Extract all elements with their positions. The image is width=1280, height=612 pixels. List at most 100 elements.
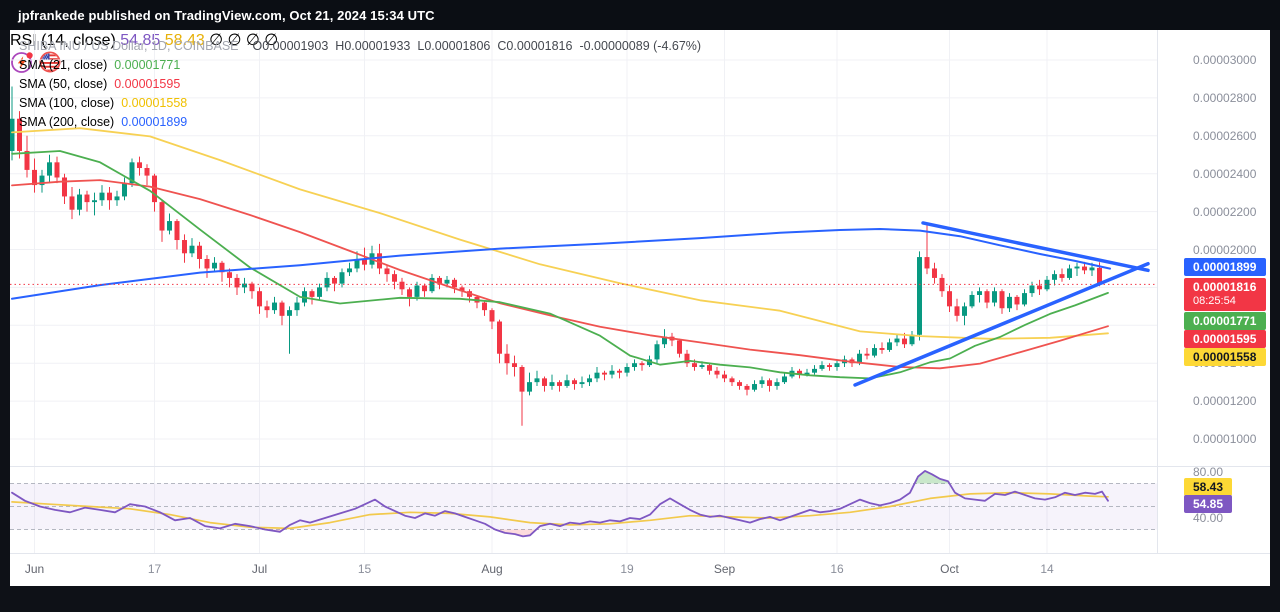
time-axis-label: 17 (147, 562, 162, 576)
candle-body (947, 291, 952, 307)
triangle-upper-trendline (921, 221, 1150, 273)
sma200-price-badge: 0.00001899 (1184, 258, 1266, 276)
candle-body (137, 162, 142, 169)
time-axis[interactable]: Jun 17 Jul 15 Aug 19 Sep 16 Oct 14 (10, 553, 1270, 586)
rsi-ma-badge: 58.43 (1184, 478, 1232, 496)
candle-body (294, 302, 300, 311)
us-flag-icon[interactable] (38, 51, 62, 78)
candle-body (572, 380, 577, 385)
candle-body (752, 384, 757, 390)
ohlc-change: -0.00000089 (-4.67%) (579, 39, 702, 53)
candle-body (279, 302, 285, 316)
candle-body (10, 118, 15, 151)
candle-body (384, 268, 390, 275)
pane-separator[interactable] (10, 466, 1270, 467)
indicator-row-sma21[interactable]: SMA (21, close) 0.00001771 (19, 58, 181, 72)
rsi-ma-line (11, 491, 1109, 530)
time-axis-label: Oct (940, 562, 959, 576)
candle-body (272, 302, 277, 311)
candle-body (992, 291, 997, 303)
candle-body (489, 310, 495, 322)
candle-body (399, 281, 405, 290)
candle-body (377, 253, 382, 269)
candle-body (759, 380, 765, 385)
candle-body (1007, 296, 1012, 309)
candle-body (257, 291, 262, 307)
sma21-price-badge: 0.00001771 (1184, 312, 1266, 330)
candle-body (834, 363, 840, 367)
chart-frame[interactable]: SHIBA INU / US Dollar, 1D, COINBASE O0.0… (10, 30, 1270, 586)
price-axis-label: 0.00001200 (1193, 394, 1257, 409)
candle-body (1089, 267, 1095, 271)
symbol-row[interactable]: SHIBA INU / US Dollar, 1D, COINBASE O0.0… (19, 37, 701, 56)
rsi-axis-label: 80.00 (1193, 465, 1224, 479)
candle-body (92, 200, 97, 203)
candle-body (1044, 279, 1050, 290)
price-axis-label: 0.00002400 (1193, 166, 1257, 181)
ohlc-high: H0.00001933 (335, 39, 411, 53)
candle-body (542, 378, 547, 386)
candle-body (482, 302, 487, 311)
candle-body (969, 294, 975, 307)
indicator-row-rsi[interactable]: RSI (14, close) 54.85 58.43 ∅ ∅ ∅ ∅ (10, 32, 279, 49)
candle-body (692, 363, 697, 367)
sma100-price-badge: 0.00001558 (1184, 348, 1266, 366)
candle-body (189, 245, 195, 254)
candle-body (654, 344, 660, 360)
candle-body (197, 245, 202, 259)
candle-body (609, 370, 615, 375)
candle-body (819, 365, 825, 369)
candle-body (617, 370, 622, 373)
candle-body (1029, 285, 1035, 294)
sma200-line (11, 228, 1111, 300)
candle-body (534, 378, 540, 383)
candle-body (437, 277, 442, 284)
candle-body (594, 372, 600, 379)
candle-body (564, 380, 570, 386)
candle-body (84, 194, 90, 203)
candle-body (17, 118, 22, 151)
idea-lightning-icon[interactable] (10, 52, 38, 78)
candle-body (737, 382, 742, 386)
candle-body (587, 378, 592, 383)
publish-header-text: jpfrankede published on TradingView.com,… (18, 7, 435, 23)
candle-body (39, 175, 45, 186)
candle-body (872, 348, 877, 356)
indicator-row-sma100[interactable]: SMA (100, close) 0.00001558 (19, 96, 188, 110)
candle-body (804, 372, 810, 375)
indicator-row-sma200[interactable]: SMA (200, close) 0.00001899 (19, 115, 188, 129)
candle-body (354, 258, 360, 269)
sma21-line (11, 150, 1109, 380)
candle-body (234, 277, 240, 288)
candle-body (714, 370, 720, 375)
price-axis[interactable]: 0.00003000 0.00002800 0.00002600 0.00002400… (1157, 30, 1270, 553)
candle-body (977, 291, 982, 295)
time-axis-label: Aug (481, 562, 503, 576)
candle-body (47, 162, 52, 176)
candle-body (1074, 266, 1080, 269)
candle-body (512, 363, 517, 367)
indicator-row-sma50[interactable]: SMA (50, close) 0.00001595 (19, 77, 181, 91)
candle-body (999, 291, 1005, 309)
candle-body (129, 162, 135, 184)
candle-body (857, 353, 862, 364)
time-axis-label: Sep (713, 562, 736, 576)
candle-body (459, 287, 465, 292)
rsi-badge: 54.85 (1184, 495, 1232, 513)
ohlc-open: O0.00001903 (252, 39, 329, 53)
chart-canvas[interactable] (10, 30, 1157, 553)
candle-body (954, 306, 960, 316)
candle-body (924, 257, 930, 269)
candle-body (879, 348, 885, 350)
sma100-line (11, 127, 1109, 340)
candle-body (1097, 267, 1102, 285)
candle-body (497, 321, 502, 354)
candle-body (624, 366, 630, 373)
candle-body (264, 306, 270, 311)
candle-body (519, 366, 525, 392)
candle-body (602, 372, 607, 375)
candle-body (677, 340, 682, 354)
candle-body (99, 192, 105, 201)
candle-body (242, 283, 247, 288)
candle-body (324, 277, 330, 288)
